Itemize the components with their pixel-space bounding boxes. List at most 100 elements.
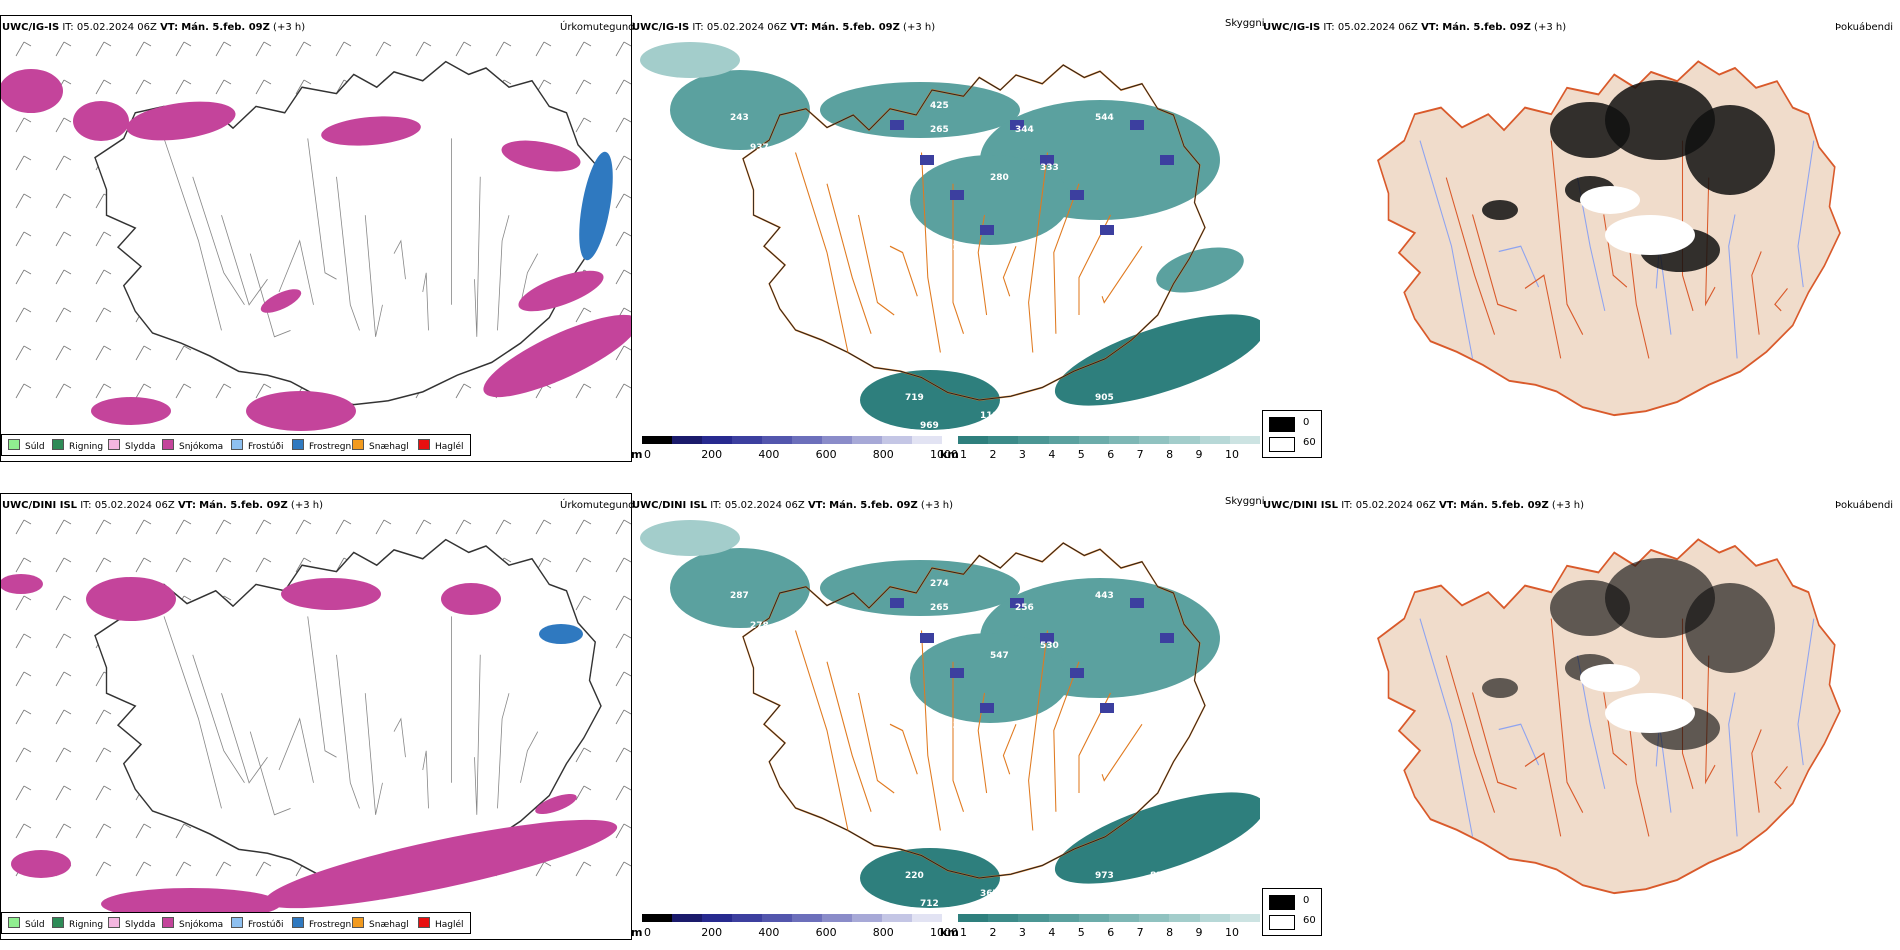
wind-barb-flag <box>143 861 152 867</box>
vt-label: VT: <box>160 22 179 33</box>
cloud-base-cell <box>1130 120 1144 130</box>
cloud-base-cell <box>890 120 904 130</box>
wind-barb-flag <box>143 383 152 389</box>
fog-legend-swatch <box>1269 417 1295 432</box>
colorbar-segment <box>958 914 990 922</box>
wind-barb-flag <box>63 785 72 791</box>
colorbar-tick: 1 <box>960 448 967 461</box>
wind-barb-flag <box>623 79 631 85</box>
vt-value: Mán. 5.feb. 09Z <box>811 22 900 33</box>
cloud-map-canvas: 425 552 544 265 331 280 333 344 937 243 442 188 719 1… <box>640 42 1260 431</box>
colorbar-tick: 1000 <box>930 926 958 939</box>
wind-barb-flag <box>23 345 32 351</box>
cloud-base-cell <box>1070 190 1084 200</box>
lead-time: (+3 h) <box>290 500 323 511</box>
legend-swatch <box>8 439 20 450</box>
precip-legend-item: Súld <box>8 439 45 452</box>
wind-barb <box>215 519 225 535</box>
wind-barb <box>495 41 505 57</box>
legend-swatch <box>231 917 243 928</box>
wind-barb <box>175 861 185 877</box>
colorbar-segment <box>1109 914 1141 922</box>
lead-time: (+3 h) <box>1551 500 1584 511</box>
wind-barb <box>15 231 25 247</box>
wind-barb-flag <box>343 519 352 525</box>
colorbar-tick: 3 <box>1018 926 1026 939</box>
wind-barb-flag <box>23 823 32 829</box>
wind-barb-flag <box>423 519 432 525</box>
cloud-title: Skyggni <box>1225 496 1265 507</box>
colorbar-unit: m <box>631 448 643 461</box>
wind-barb-flag <box>263 41 272 47</box>
cloud-base-label: 712 <box>920 899 939 909</box>
cloud-base-label: 344 <box>1015 125 1034 135</box>
cloud-base-label: 989 <box>1220 385 1239 395</box>
colorbar-tick: 10 <box>1224 448 1239 461</box>
road-line <box>1078 692 1111 793</box>
snow-area <box>246 391 356 431</box>
wind-barb-flag <box>223 861 232 867</box>
road-line <box>795 630 849 831</box>
road-line <box>1550 618 1584 814</box>
wind-barb <box>615 383 625 399</box>
cloud-base-cell <box>1160 155 1174 165</box>
fog-map-canvas <box>1377 538 1841 895</box>
wind-barb-flag <box>623 41 631 47</box>
colorbar-segment <box>912 436 943 444</box>
road-line <box>422 272 429 331</box>
legend-label: Frostúði <box>248 442 284 452</box>
snow-area <box>441 583 501 615</box>
cloud-base-label: 547 <box>990 651 1009 661</box>
colorbar-tick: 800 <box>872 448 894 461</box>
fog-title: Þokuábendi <box>1835 500 1894 511</box>
low-visibility-area <box>1054 314 1260 406</box>
wind-barb <box>615 117 625 133</box>
fog-index-area <box>1482 678 1518 698</box>
road-line <box>952 183 964 334</box>
wind-barb <box>295 519 305 535</box>
legend-swatch <box>108 439 120 450</box>
colorbar-segment <box>1109 436 1141 444</box>
wind-barb-flag <box>23 557 32 563</box>
colorbar-segment <box>642 914 673 922</box>
precip-map-canvas <box>1 41 631 431</box>
fog-legend-swatch <box>1269 915 1295 930</box>
wind-barb-flag <box>223 519 232 525</box>
river-line <box>1498 723 1540 766</box>
wind-barb <box>95 231 105 247</box>
colorbar-segment <box>1169 436 1201 444</box>
wind-barb <box>615 747 625 763</box>
lead-time: (+3 h) <box>920 500 953 511</box>
wind-barb <box>575 117 585 133</box>
wind-barb <box>95 41 105 57</box>
wind-barb-flag <box>543 41 552 47</box>
fog-header: UWC/IG-IS IT: 05.02.2024 06Z VT: Mán. 5.… <box>1263 22 1566 34</box>
wind-barb <box>455 41 465 57</box>
precip-legend: Súld Rigning Slydda Snjókoma Frostúði Frostre… <box>1 912 471 934</box>
colorbar-tick: 8 <box>1166 448 1174 461</box>
cloud-base-label: 265 <box>930 603 949 613</box>
wind-barb <box>575 785 585 801</box>
colorbar-segment <box>732 914 763 922</box>
wind-barb-flag <box>143 519 152 525</box>
wind-barb-flag <box>63 519 72 525</box>
cloud-base-label: 118 <box>980 411 999 421</box>
snow-area <box>73 101 129 141</box>
legend-label: Slydda <box>125 920 156 930</box>
wind-barb-flag <box>463 519 472 525</box>
wind-barb-flag <box>583 117 592 123</box>
precip-type-map: Súld Rigning Slydda Snjókoma Frostúði Frostre… <box>0 493 632 940</box>
wind-barb <box>535 41 545 57</box>
wind-barb <box>575 79 585 95</box>
snow-area <box>483 314 631 398</box>
wind-barb <box>535 519 545 535</box>
precip-legend-item: Frostregn <box>292 917 351 930</box>
road-line <box>1629 251 1650 359</box>
road-line <box>1524 274 1562 359</box>
colorbar-tick: 2 <box>989 926 997 939</box>
colorbar-tick: 200 <box>701 448 723 461</box>
wind-barb-flag <box>183 383 192 389</box>
legend-label: Snjókoma <box>179 442 224 452</box>
precip-legend-item: Haglél <box>418 439 464 452</box>
wind-barb-flag <box>263 383 272 389</box>
